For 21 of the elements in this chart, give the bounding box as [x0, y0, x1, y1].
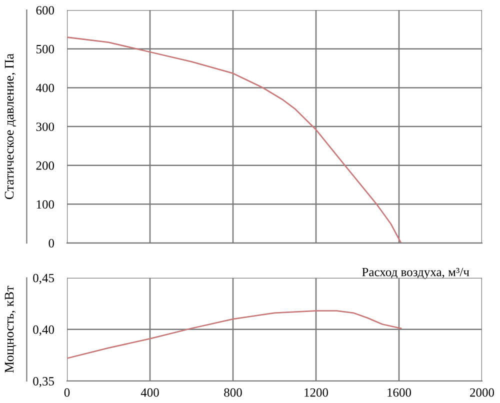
line-series: [67, 310, 402, 359]
x-tick-label: 400: [140, 388, 159, 397]
y-tick-label: 400: [36, 84, 54, 92]
y-tick-label: 500: [36, 44, 54, 54]
y-tick-label: 0,35: [33, 377, 54, 388]
y-tick-label: 0,45: [33, 274, 54, 284]
y-tick-label: 0: [48, 239, 54, 248]
y-tick-label: 100: [36, 200, 54, 209]
x-tick-label: 800: [224, 388, 242, 397]
y-axis-title: Мощность, кВт: [4, 286, 16, 373]
y-tick-label: 600: [36, 6, 54, 15]
x-axis-title: Расход воздуха, м³/ч: [362, 268, 470, 279]
y-tick-label: 200: [36, 161, 54, 170]
x-tick-label: 1200: [304, 388, 328, 397]
x-tick-label: 2000: [470, 388, 494, 397]
y-tick-label: 300: [36, 122, 54, 131]
x-tick-label: 1600: [388, 388, 412, 397]
x-tick-label: 0: [64, 388, 70, 397]
y-tick-label: 0,40: [33, 325, 54, 336]
line-series: [67, 36, 402, 244]
y-axis-title: Статическое давление, Па: [4, 54, 16, 200]
